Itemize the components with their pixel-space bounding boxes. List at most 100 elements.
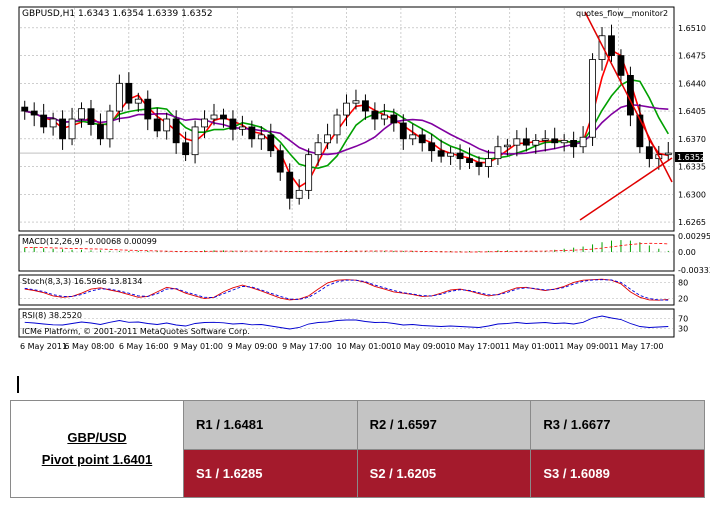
stoch-title: Stoch(8,3,3) 16.5966 13.8134: [22, 277, 142, 286]
candle-body: [541, 138, 549, 141]
stoch-signal-line: [24, 279, 669, 301]
price-pane-title: GBPUSD,H1 1.6343 1.6354 1.6339 1.6352: [22, 9, 213, 19]
macd-tick-label: 0.00295: [678, 232, 710, 241]
candle-body: [106, 110, 114, 140]
macd-tick-label: 0.00: [678, 248, 696, 257]
candle-body: [40, 114, 48, 128]
candle-body: [97, 124, 104, 140]
candle-body: [78, 108, 85, 120]
x-tick-label: 11 May 17:00: [609, 342, 664, 351]
forex-chart: 1.65101.64751.64401.64051.63701.63351.63…: [18, 6, 710, 351]
candle-body: [636, 114, 644, 148]
x-tick-label: 9 May 01:00: [173, 342, 223, 351]
candle-body: [570, 140, 578, 148]
x-tick-label: 10 May 17:00: [445, 342, 500, 351]
candle-body: [551, 138, 559, 144]
candle-body: [49, 118, 57, 128]
candle-body: [125, 82, 133, 104]
candle-body: [503, 144, 511, 148]
candle-body: [343, 102, 350, 116]
x-tick-label: 9 May 17:00: [282, 342, 332, 351]
current-price-tag: [675, 152, 703, 162]
candle-body: [30, 110, 38, 116]
copyright-text: ICMe Platform, © 2001-2011 MetaQuotes So…: [22, 327, 250, 336]
y-tick-label: 1.6300: [678, 190, 706, 199]
candle-body: [238, 126, 246, 130]
macd-tick-label: -0.00333: [678, 266, 710, 275]
pair-cell: GBP/USD Pivot point 1.6401: [10, 400, 184, 498]
current-price-label: 1.6352: [677, 153, 705, 162]
r1-cell: R1 / 1.6481: [183, 400, 358, 450]
x-tick-label: 10 May 09:00: [391, 342, 446, 351]
candle-body: [371, 110, 379, 120]
rsi-line: [24, 315, 669, 330]
candle-body: [589, 59, 596, 138]
candle-body: [380, 114, 388, 120]
s2-cell: S2 / 1.6205: [356, 448, 532, 498]
candle-body: [324, 134, 332, 144]
indicator-label: quotes_flow__monitor2: [576, 9, 668, 18]
ma-slow-line: [24, 103, 669, 156]
rsi-title: RSI(8) 38.2520: [22, 311, 82, 320]
candle-body: [437, 150, 445, 157]
candle-body: [295, 189, 303, 199]
r2-cell: R2 / 1.6597: [356, 400, 532, 450]
candle-body: [257, 134, 265, 140]
candle-body: [210, 114, 218, 120]
rsi-tick-label: 70: [678, 315, 688, 324]
candle-body: [664, 152, 672, 156]
candle-body: [220, 114, 227, 120]
r3-cell: R3 / 1.6677: [530, 400, 705, 450]
candle-body: [466, 158, 473, 164]
candle-body: [598, 35, 606, 60]
x-tick-label: 6 May 2011: [20, 342, 67, 351]
candle-body: [494, 146, 502, 160]
y-tick-label: 1.6370: [678, 135, 706, 144]
candle-body: [134, 98, 142, 104]
candle-body: [87, 108, 95, 125]
stoch-tick-label: 80: [678, 278, 688, 287]
candle-body: [645, 146, 653, 160]
stoch-tick-label: 20: [678, 295, 688, 304]
candle-body: [314, 142, 322, 156]
x-tick-label: 11 May 01:00: [500, 342, 555, 351]
text-cursor: [17, 376, 19, 393]
candle-body: [115, 82, 123, 112]
candle-body: [560, 140, 568, 144]
y-tick-label: 1.6265: [678, 218, 706, 227]
pivot-point: Pivot point 1.6401: [41, 452, 153, 467]
pivot-table: GBP/USD Pivot point 1.6401 R1 / 1.6481 R…: [10, 400, 705, 498]
candle-body: [267, 134, 275, 152]
candle-body: [522, 138, 530, 146]
x-tick-label: 11 May 09:00: [554, 342, 609, 351]
candle-body: [21, 106, 29, 112]
macd-pane: [18, 234, 675, 272]
candle-body: [390, 114, 398, 124]
candle-body: [361, 100, 369, 112]
candle-body: [229, 118, 237, 130]
candle-body: [172, 118, 180, 144]
y-tick-label: 1.6335: [678, 163, 706, 172]
candle-body: [286, 171, 294, 199]
x-tick-label: 6 May 08:00: [64, 342, 114, 351]
x-tick-label: 9 May 09:00: [228, 342, 278, 351]
trendline-upper: [584, 11, 673, 183]
candle-body: [418, 134, 426, 144]
y-tick-label: 1.6440: [678, 79, 706, 88]
candle-body: [248, 126, 256, 140]
candle-body: [352, 100, 360, 104]
macd-title: MACD(12,26,9) -0.00068 0.00099: [22, 237, 157, 246]
candle-body: [305, 154, 313, 191]
candle-body: [409, 134, 417, 140]
candle-body: [608, 35, 615, 56]
candle-body: [153, 118, 161, 132]
candle-body: [201, 118, 208, 128]
candle-body: [68, 118, 76, 140]
y-tick-label: 1.6405: [678, 107, 706, 116]
pair-name: GBP/USD: [67, 430, 127, 445]
trendline-lower: [579, 157, 673, 221]
candle-body: [617, 55, 625, 76]
candle-body: [191, 126, 199, 156]
candle-body: [447, 152, 455, 157]
stoch-main-line: [24, 278, 669, 301]
